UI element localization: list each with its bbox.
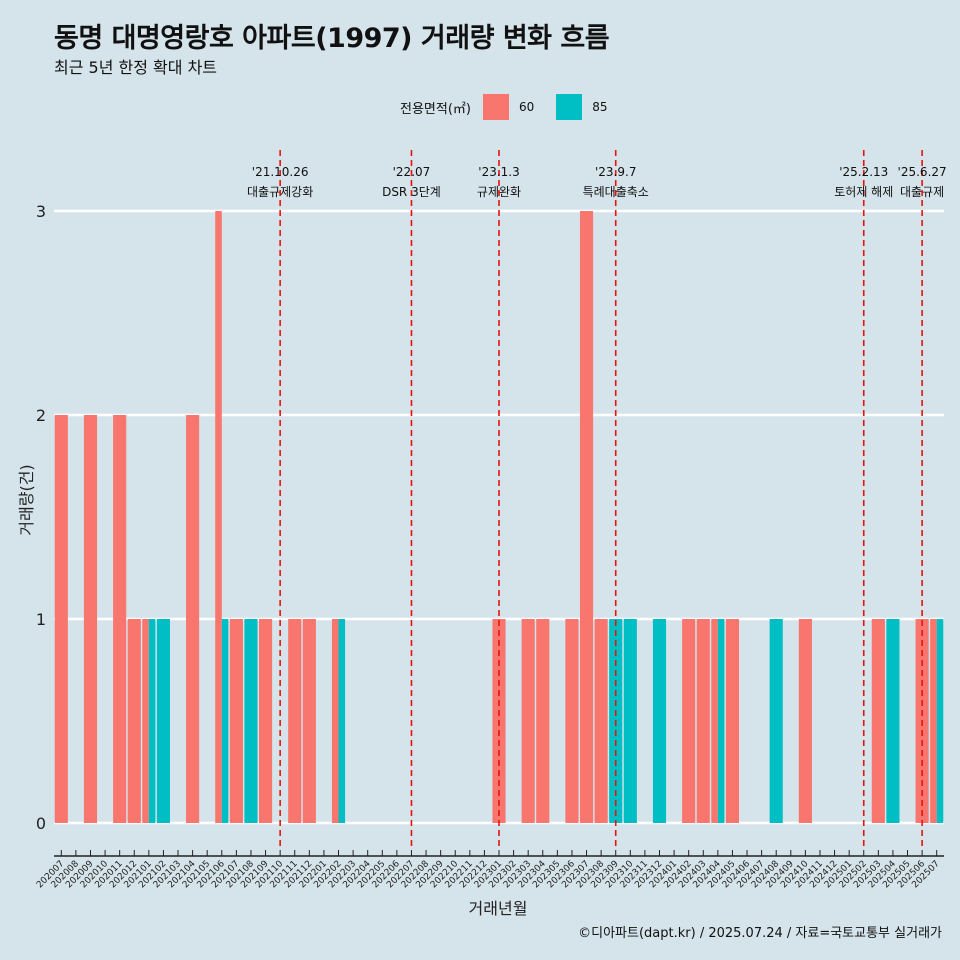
bar-60-202405 [725, 619, 740, 823]
event-label: 규제완화 [477, 185, 521, 199]
bar-85-202102 [156, 619, 170, 823]
bar-60-202404 [711, 619, 718, 823]
bar-60-202306 [565, 619, 579, 823]
chart-title: 동명 대명영랑호 아파트(1997) 거래량 변화 흐름 [54, 23, 610, 54]
bar-60-202304 [536, 619, 550, 823]
source-caption: ©디아파트(dapt.kr) / 2025.07.24 / 자료=국토교통부 실… [578, 926, 942, 941]
event-label: 토허제 해제 [834, 185, 893, 199]
bar-60-202011 [113, 415, 127, 823]
event-date: '25.6.27 [898, 165, 947, 179]
chart-subtitle: 최근 5년 한정 확대 차트 [54, 58, 218, 77]
bar-60-202109 [258, 619, 273, 823]
bar-85-202310 [623, 619, 637, 823]
event-label: DSR 3단계 [382, 185, 441, 199]
event-date: '25.2.13 [839, 165, 888, 179]
bar-60-202101 [142, 619, 149, 823]
event-label: 대출규제강화 [247, 185, 313, 199]
bar-60-202111 [288, 619, 302, 823]
bar-60-202410 [798, 619, 812, 823]
bar-60-202007 [54, 415, 68, 823]
bar-85-202312 [652, 619, 667, 823]
legend-label-60: 60 [518, 100, 535, 114]
y-tick-label: 1 [36, 610, 46, 629]
y-axis-title: 거래량(건) [17, 464, 36, 535]
event-label: 대출규제 [900, 185, 944, 199]
bar-60-202308 [594, 619, 608, 823]
bar-85-202504 [886, 619, 900, 823]
bar-85-202108 [244, 619, 258, 823]
x-axis-title: 거래년월 [469, 899, 528, 918]
legend-label-85: 85 [592, 100, 608, 114]
legend: 전용면적(㎡) 60 85 [400, 94, 616, 120]
y-tick-label: 2 [36, 406, 46, 425]
bar-85-202202 [338, 619, 346, 823]
event-date: '22.07 [393, 165, 431, 179]
bar-85-202408 [769, 619, 783, 823]
y-tick-label: 3 [36, 202, 46, 221]
bar-60-202503 [871, 619, 885, 823]
bar-85-202507 [936, 619, 944, 823]
bar-60-202303 [521, 619, 535, 823]
bar-60-202403 [696, 619, 710, 823]
bar-60-202104 [186, 415, 200, 823]
legend-swatch-85 [556, 94, 583, 120]
bar-60-202112 [302, 619, 316, 823]
bar-60-202202 [331, 619, 339, 823]
bar-60-202402 [682, 619, 696, 823]
y-tick-label: 0 [36, 814, 46, 833]
bar-60-202507 [930, 619, 937, 823]
legend-item-60: 60 [482, 94, 535, 120]
legend-item-85: 85 [556, 94, 608, 120]
event-date: '21.10.26 [252, 165, 309, 179]
bar-60-202106 [215, 211, 222, 823]
event-date: '23.1.3 [478, 165, 519, 179]
legend-title: 전용면적(㎡) [400, 101, 471, 117]
bar-60-202307 [579, 211, 594, 823]
bar-85-202106 [221, 619, 229, 823]
bar-60-202107 [229, 619, 243, 823]
bar-85-202404 [717, 619, 725, 823]
legend-swatch-60 [482, 94, 509, 120]
bar-60-202012 [127, 619, 141, 823]
bar-60-202009 [83, 415, 98, 823]
event-date: '23.9.7 [595, 165, 636, 179]
bar-85-202101 [148, 619, 156, 823]
event-label: 특례대출축소 [583, 185, 649, 199]
